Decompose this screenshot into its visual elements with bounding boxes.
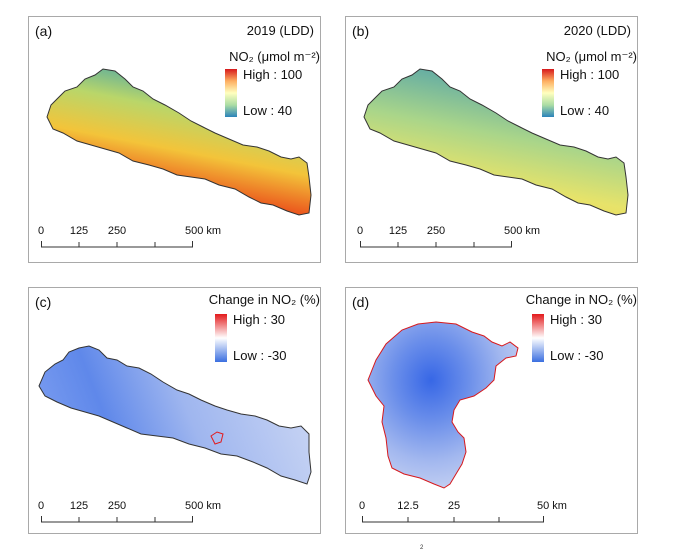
scale-tick-label: 250 — [107, 500, 127, 512]
scale-line — [41, 516, 193, 523]
nepal-outline — [363, 68, 629, 216]
kathmandu-valley-outline — [367, 321, 519, 489]
legend-heading: Change in NO₂ (%) — [525, 292, 637, 307]
legend-high: High : 100 — [560, 67, 620, 82]
nepal-outline — [46, 68, 312, 216]
scale-tick-label: 0 — [37, 225, 45, 237]
footnote-mark: 2 — [420, 545, 424, 551]
nepal-map-2019 — [46, 68, 312, 216]
scale-bar: 0 12.5 25 50 km — [358, 500, 567, 530]
scale-tick-label: 500 km — [184, 225, 222, 237]
scale-tick-label: 25 — [447, 500, 461, 512]
panel-c-change: (c) Change in NO₂ (%) High : 30 Low : -3… — [28, 287, 321, 534]
legend-heading: NO₂ (μmol m⁻²) — [229, 49, 320, 64]
legend-high: High : 30 — [550, 312, 603, 327]
scale-tick-label: 125 — [69, 225, 89, 237]
scale-tick-label: 0 — [356, 225, 364, 237]
panel-a-2019: (a) 2019 (LDD) NO₂ (μmol m⁻²) High : 100… — [28, 16, 321, 263]
nepal-outline — [38, 345, 312, 485]
panel-b-2020: (b) 2020 (LDD) NO₂ (μmol m⁻²) High : 100… — [345, 16, 638, 263]
scale-line — [41, 241, 193, 248]
panel-title: 2019 (LDD) — [246, 23, 314, 38]
legend-color-ramp — [225, 69, 237, 117]
legend-low: Low : -30 — [233, 348, 287, 363]
scale-tick-label: 125 — [388, 225, 408, 237]
panel-label: (c) — [35, 294, 52, 310]
scale-tick-label: 50 km — [537, 500, 567, 512]
legend-heading: NO₂ (μmol m⁻²) — [546, 49, 637, 64]
scale-tick-label: 500 km — [503, 225, 541, 237]
kathmandu-valley-outline — [210, 431, 224, 445]
scale-bar: 0 125 250 500 km — [356, 225, 540, 255]
legend-color-ramp — [532, 314, 544, 362]
panel-d-kathmandu-change: (d) Change in NO₂ (%) High : 30 Low : -3… — [345, 287, 638, 534]
legend-color-ramp — [542, 69, 554, 117]
scale-tick-label: 125 — [69, 500, 89, 512]
scale-bar: 0 125 250 500 km — [37, 225, 221, 255]
panel-label: (a) — [35, 23, 53, 39]
scale-line — [362, 516, 544, 523]
scale-tick-label: 0 — [358, 500, 366, 512]
legend-heading: Change in NO₂ (%) — [208, 292, 320, 307]
scale-tick-label: 12.5 — [397, 500, 419, 512]
panel-label: (b) — [352, 23, 370, 39]
scale-line — [360, 241, 512, 248]
legend-low: Low : 40 — [560, 103, 610, 118]
scale-tick-label: 500 km — [184, 500, 222, 512]
scale-bar: 0 125 250 500 km — [37, 500, 221, 530]
panel-title: 2020 (LDD) — [563, 23, 631, 38]
scale-tick-label: 250 — [107, 225, 127, 237]
legend-low: Low : -30 — [550, 348, 604, 363]
scale-tick-label: 250 — [426, 225, 446, 237]
panel-label: (d) — [352, 294, 370, 310]
legend-color-ramp — [215, 314, 227, 362]
legend-high: High : 30 — [233, 312, 286, 327]
nepal-change-map — [38, 345, 312, 485]
legend-high: High : 100 — [243, 67, 303, 82]
legend-low: Low : 40 — [243, 103, 293, 118]
scale-tick-label: 0 — [37, 500, 45, 512]
nepal-map-2020 — [363, 68, 629, 216]
kathmandu-change-map — [367, 321, 519, 489]
